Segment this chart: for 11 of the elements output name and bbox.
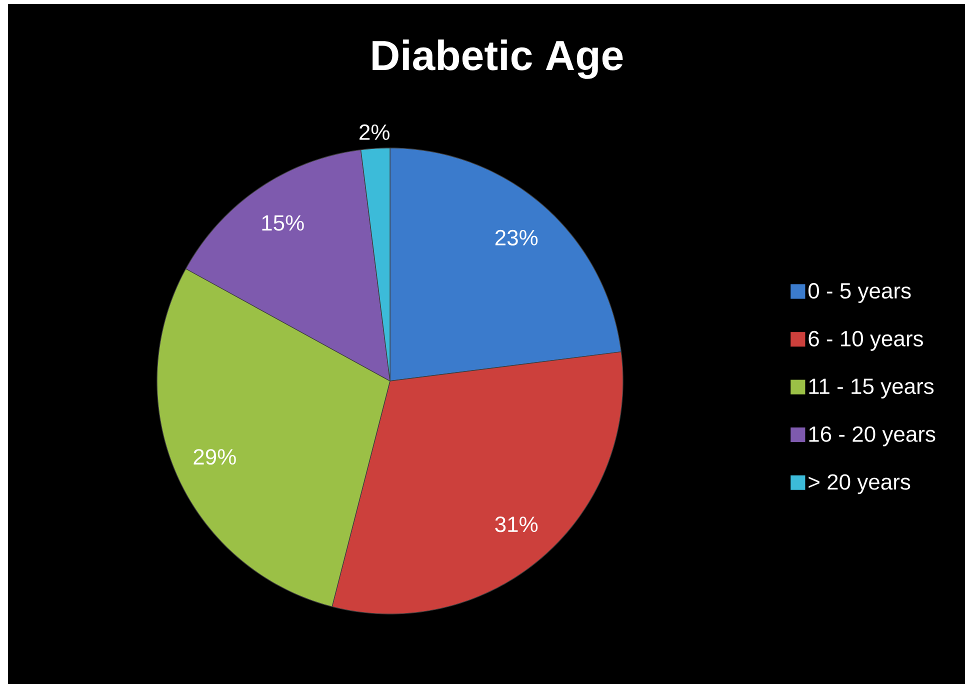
chart-title: Diabetic Age xyxy=(372,40,623,79)
data-label: 2% xyxy=(360,124,390,140)
legend-label: 6 - 10 years xyxy=(808,330,923,351)
data-label: 29% xyxy=(194,449,236,465)
data-label: 23% xyxy=(495,230,538,246)
legend-label: 16 - 20 years xyxy=(809,426,936,446)
legend-label: 0 - 5 years xyxy=(808,283,911,303)
legend-label: 11 - 15 years xyxy=(809,378,934,398)
data-label: 15% xyxy=(262,215,304,231)
data-label: 31% xyxy=(495,516,538,532)
legend-label: > 20 years xyxy=(808,474,910,494)
